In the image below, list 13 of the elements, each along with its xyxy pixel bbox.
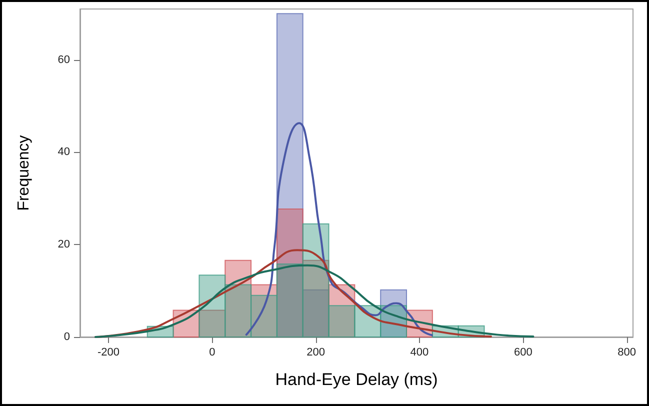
y-axis-title: Frequency — [16, 135, 32, 211]
x-tick-label: 800 — [618, 346, 636, 358]
x-tick-label: 400 — [410, 346, 429, 358]
x-tick-label: 200 — [306, 346, 325, 358]
y-tick-label: 20 — [58, 238, 70, 251]
x-tick-label: 600 — [514, 346, 532, 358]
x-axis-title: Hand-Eye Delay (ms) — [275, 370, 438, 389]
x-tick-label: 0 — [209, 346, 216, 358]
y-tick-label: 60 — [58, 54, 70, 66]
y-tick-label: 40 — [58, 146, 70, 158]
x-tick-label: -200 — [97, 346, 120, 358]
y-tick-label: 0 — [64, 331, 70, 343]
line-series — [94, 264, 534, 338]
